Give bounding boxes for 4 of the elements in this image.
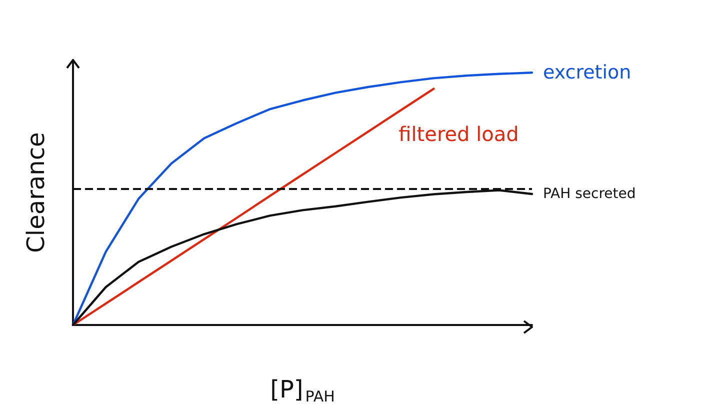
series-label: filtered load — [398, 122, 519, 146]
series-label: PAH secreted — [543, 186, 636, 202]
series-label: excretion — [543, 62, 632, 84]
y-axis-title: Clearance — [22, 132, 50, 253]
